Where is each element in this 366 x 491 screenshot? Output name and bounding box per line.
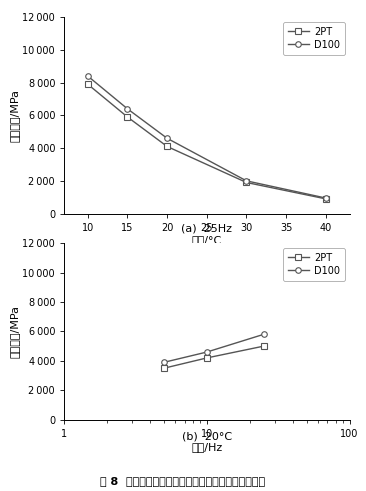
Text: 图 8  加载模式对梯形梁和圆柱体试件动态模量的影响: 图 8 加载模式对梯形梁和圆柱体试件动态模量的影响 <box>100 476 266 486</box>
Y-axis label: 动态模量/MPa: 动态模量/MPa <box>10 89 19 142</box>
Text: (b)  20°C: (b) 20°C <box>182 431 232 441</box>
Legend: 2PT, D100: 2PT, D100 <box>283 248 345 280</box>
Text: (a)  25Hz: (a) 25Hz <box>181 223 232 233</box>
X-axis label: 温度/°C: 温度/°C <box>192 235 222 246</box>
X-axis label: 频率/Hz: 频率/Hz <box>191 441 223 452</box>
Y-axis label: 动态模量/MPa: 动态模量/MPa <box>10 305 19 358</box>
Legend: 2PT, D100: 2PT, D100 <box>283 22 345 55</box>
